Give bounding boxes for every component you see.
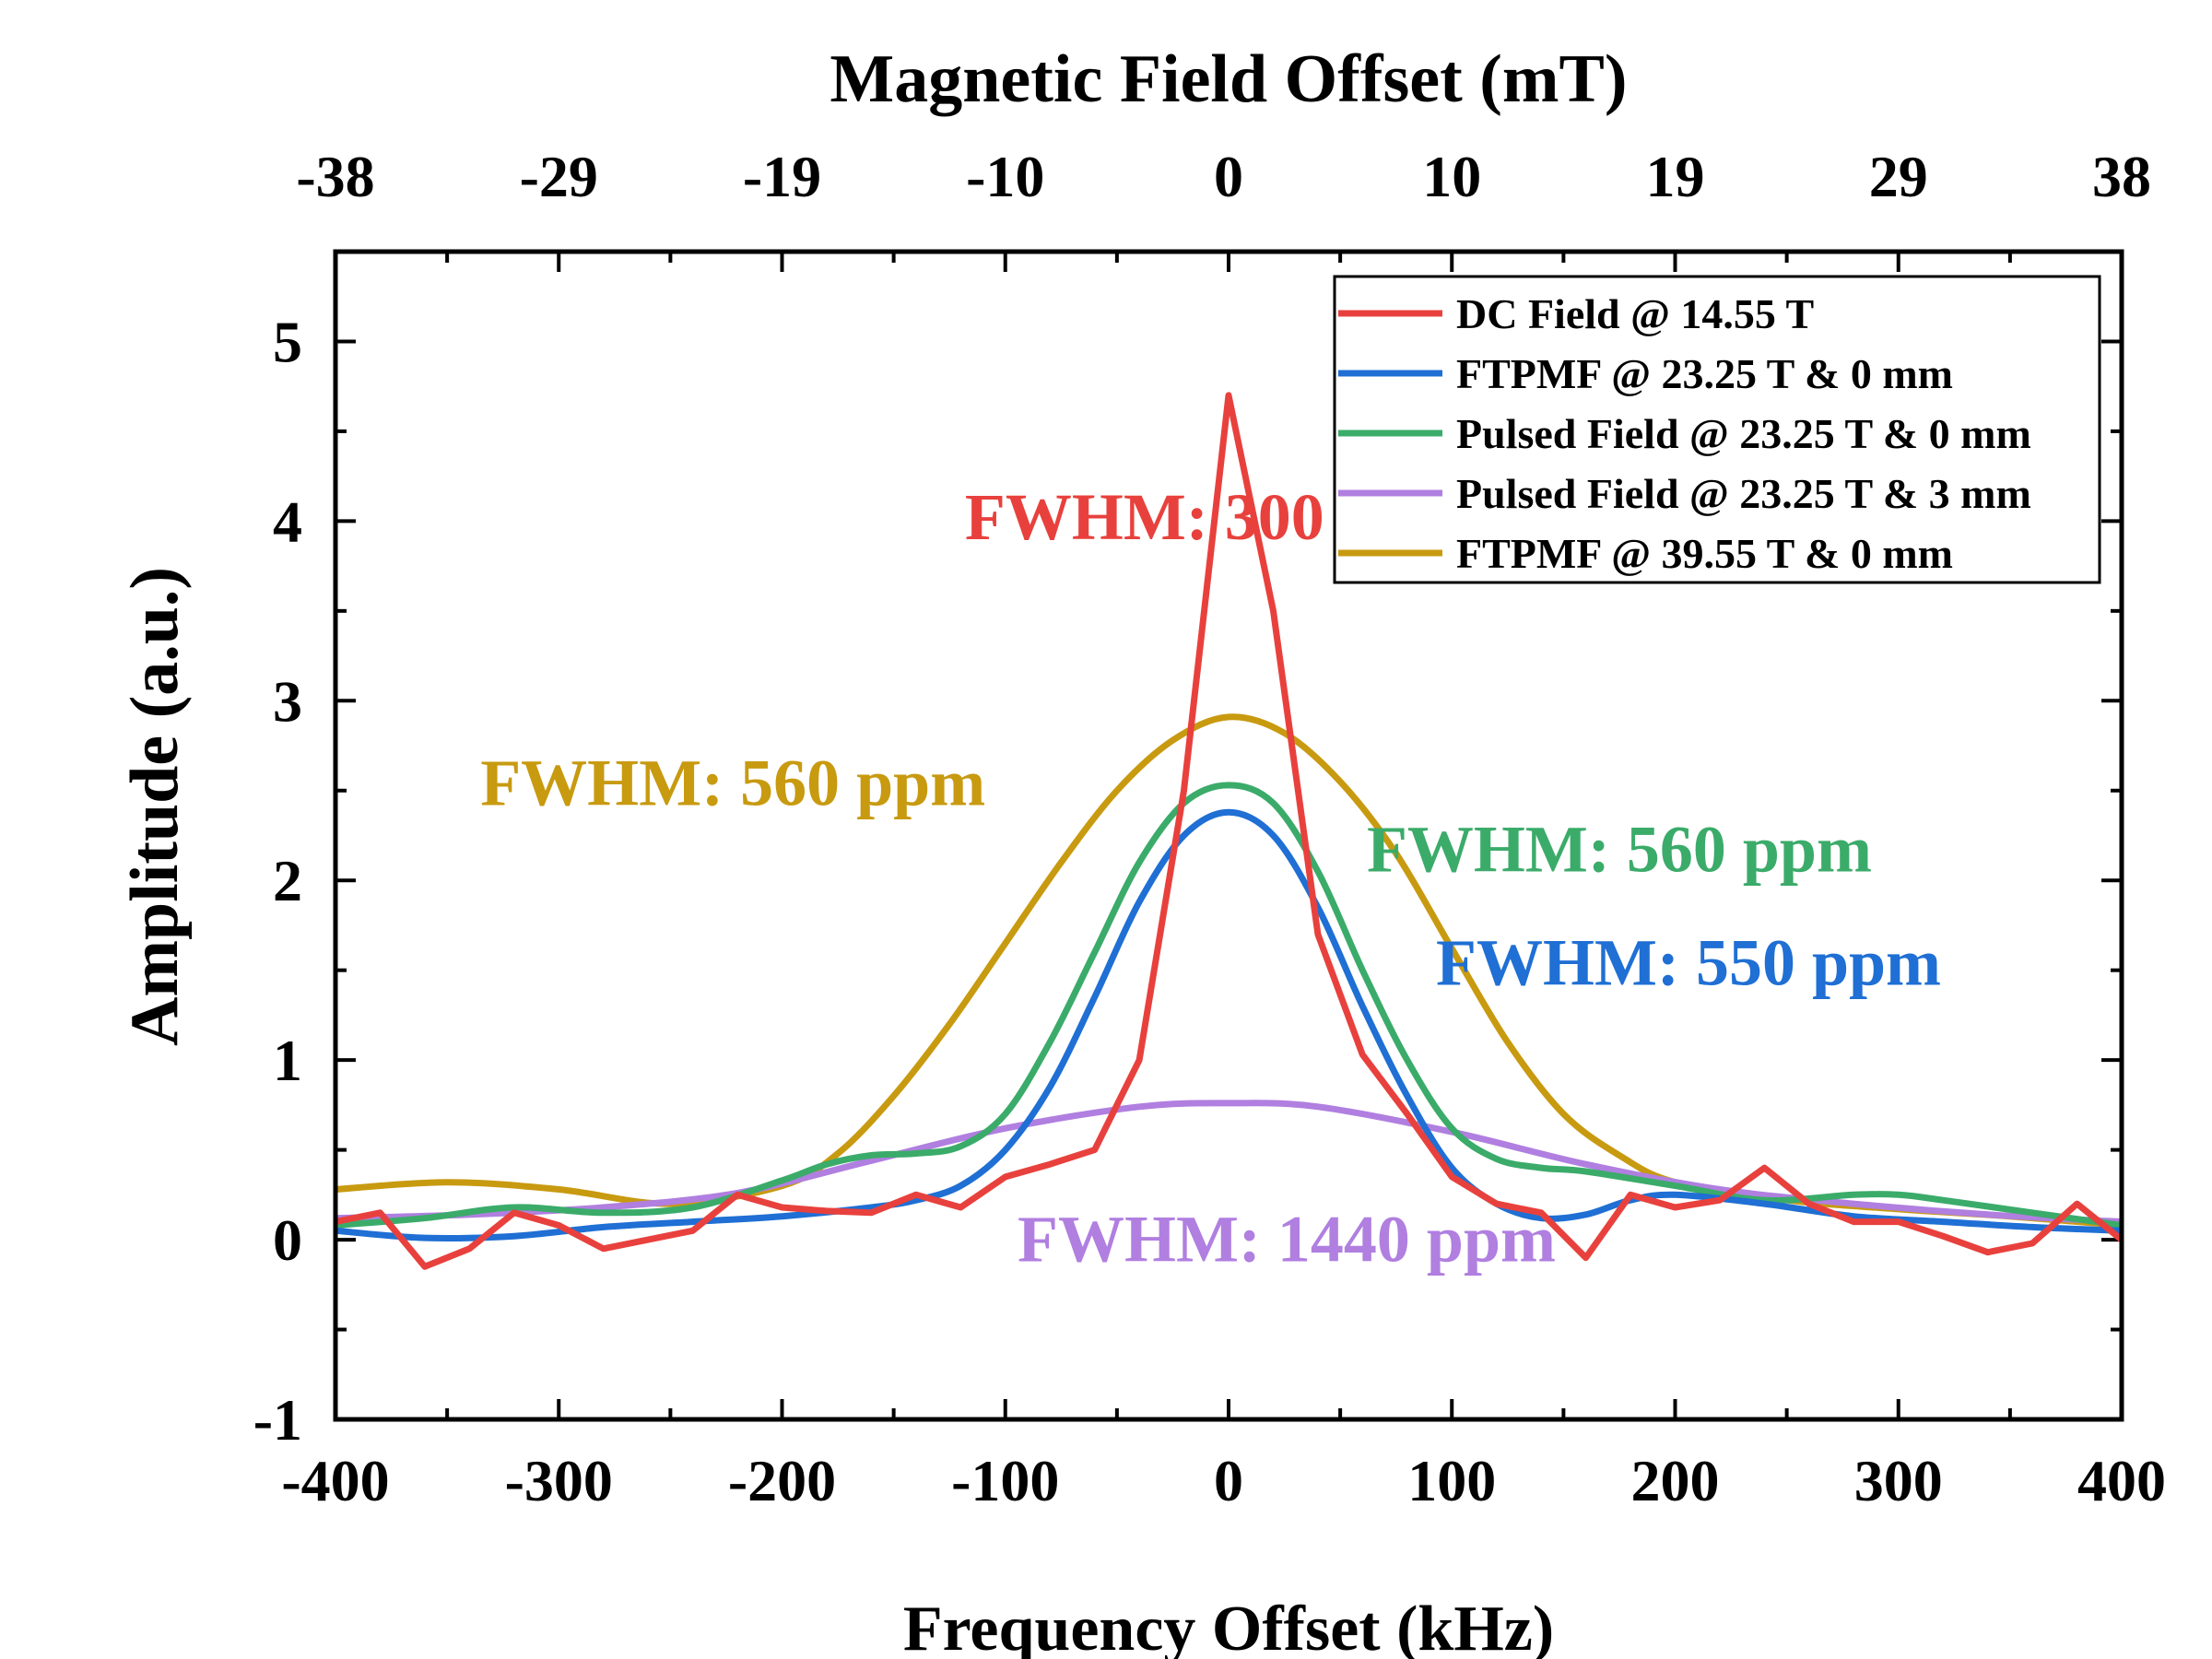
plot-frame (333, 249, 2124, 1422)
x-tick-label: 0 (1214, 1448, 1243, 1513)
x2-tick-label: 0 (1214, 144, 1243, 209)
x-tick-label: 300 (1854, 1448, 1943, 1513)
x2-tick-label: -38 (296, 144, 374, 209)
legend-label-1: FTPMF @ 23.25 T & 0 mm (1456, 350, 1953, 397)
x-tick-label: -400 (281, 1448, 389, 1513)
legend-label-0: DC Field @ 14.55 T (1456, 290, 1814, 337)
x-tick-label: -100 (951, 1448, 1059, 1513)
axis-ticks: -400 -300 -200 -100 0 100 200 300 400-38 -29 -19 -1… (253, 144, 2166, 1513)
legend-box (1333, 275, 2101, 584)
x2-tick-label: -10 (966, 144, 1044, 209)
x2-axis-title: Magnetic Field Offset (mT) (830, 41, 1627, 117)
series-line-0 (335, 392, 2122, 1270)
y-tick-label: 5 (273, 309, 302, 374)
series-line-1 (335, 808, 2122, 1241)
fwhm-annotation: FWHM: 560 ppm (480, 746, 985, 819)
x2-tick-label: 19 (1646, 144, 1705, 209)
x2-tick-label: 38 (2092, 144, 2151, 209)
y-tick-label: 2 (273, 848, 302, 913)
x-tick-label: -200 (728, 1448, 836, 1513)
x-tick-label: 100 (1407, 1448, 1496, 1513)
legend-label-3: Pulsed Field @ 23.25 T & 3 mm (1456, 470, 2031, 517)
legend: DC Field @ 14.55 T FTPMF @ 23.25 T & 0 mm… (1333, 275, 2101, 584)
legend-label-2: Pulsed Field @ 23.25 T & 0 mm (1456, 410, 2031, 457)
x-axis-title: Frequency Offset (kHz) (903, 1594, 1554, 1659)
x2-tick-label: -29 (520, 144, 598, 209)
y-axis-title: Amplitude (a.u.) (117, 567, 193, 1046)
series-line-2 (335, 782, 2122, 1229)
x2-tick-label: 10 (1422, 144, 1481, 209)
x2-tick-label: -19 (743, 144, 821, 209)
y-tick-label: -1 (253, 1387, 302, 1453)
x-tick-label: -300 (505, 1448, 613, 1513)
y-tick-label: 3 (273, 668, 302, 734)
series-line-3 (335, 1100, 2122, 1226)
x-tick-label: 200 (1631, 1448, 1720, 1513)
fwhm-annotation: FWHM: 1440 ppm (1018, 1202, 1556, 1276)
y-tick-label: 0 (273, 1207, 302, 1273)
fwhm-annotation: FWHM: 550 ppm (1436, 925, 1941, 999)
x2-tick-label: 29 (1869, 144, 1928, 209)
x-tick-label: 400 (2077, 1448, 2166, 1513)
legend-label-4: FTPMF @ 39.55 T & 0 mm (1456, 530, 1953, 577)
y-tick-label: 4 (273, 488, 302, 554)
data-series (335, 392, 2122, 1270)
fwhm-annotation: FWHM: 560 ppm (1367, 812, 1872, 886)
y-tick-label: 1 (273, 1028, 302, 1093)
